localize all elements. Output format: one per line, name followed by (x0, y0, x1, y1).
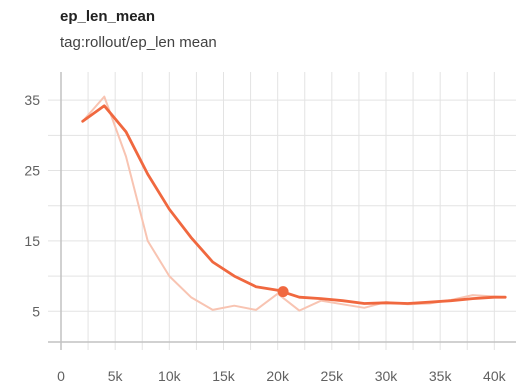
y-tick-label: 25 (24, 163, 40, 179)
x-tick-label: 25k (321, 368, 345, 384)
y-tick-label: 35 (24, 92, 40, 108)
x-tick-label: 20k (266, 368, 290, 384)
x-tick-label: 30k (375, 368, 399, 384)
hover-point-marker (277, 286, 289, 298)
x-tick-label: 35k (429, 368, 453, 384)
x-tick-label: 10k (158, 368, 182, 384)
raw-series-line (81, 95, 507, 312)
x-tick-label: 0 (57, 368, 65, 384)
raw-series (81, 95, 507, 312)
x-tick-label: 15k (212, 368, 236, 384)
chart-subtitle: tag:rollout/ep_len mean (60, 34, 217, 51)
y-tick-labels: 5 15 25 35 (24, 92, 40, 319)
x-tick-labels: 0 5k 10k 15k 20k 25k 30k 35k 40k (57, 368, 507, 384)
grid-lines (48, 72, 516, 350)
chart-title: ep_len_mean (60, 8, 156, 25)
smoothed-series (81, 104, 507, 305)
x-tick-label: 40k (483, 368, 507, 384)
x-tick-label: 5k (108, 368, 124, 384)
smoothed-series-line (81, 104, 507, 305)
axes (48, 72, 516, 350)
y-tick-label: 15 (24, 233, 40, 249)
y-tick-label: 5 (32, 303, 40, 319)
